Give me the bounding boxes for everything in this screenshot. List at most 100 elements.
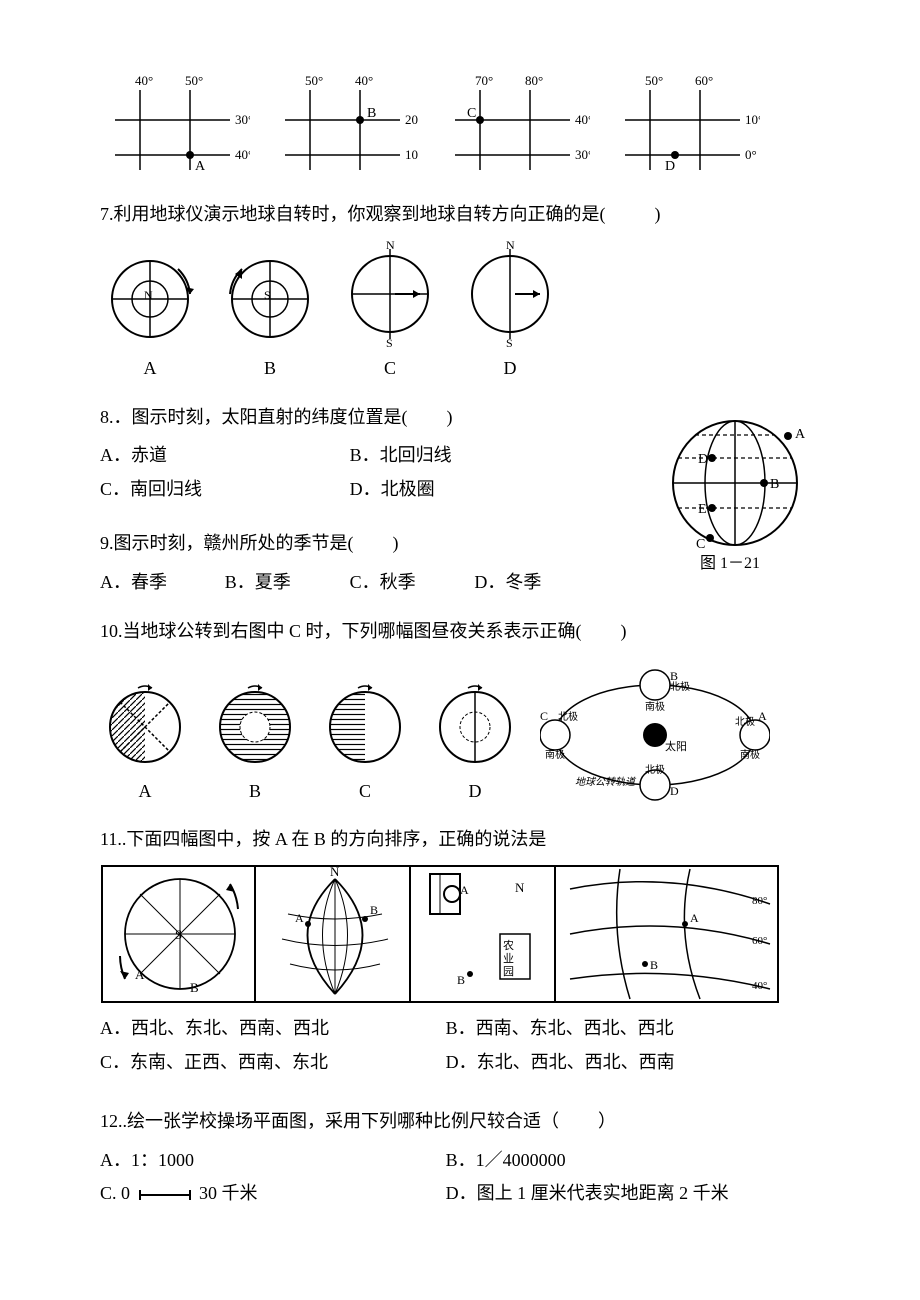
svg-text:40°: 40° xyxy=(355,73,373,88)
svg-text:N: N xyxy=(144,288,153,302)
svg-text:北极: 北极 xyxy=(735,715,755,728)
q11-opt-b: B．西南、东北、西北、西北 xyxy=(446,1014,792,1043)
q7-stem: 7.利用地球仪演示地球自转时，你观察到地球自转方向正确的是( xyxy=(100,204,606,224)
q8-q9-block: 8.．图示时刻，太阳直射的纬度位置是( ) A．赤道 B．北回归线 C．南回归线… xyxy=(100,403,820,617)
q11-opt-a: A．西北、东北、西南、西北 xyxy=(100,1014,446,1043)
svg-text:40°: 40° xyxy=(235,147,250,162)
grid-a: 40° 50° 30° 40° A xyxy=(100,70,250,180)
q12-opt-a: A．1：1000 xyxy=(100,1146,446,1175)
question-11: 11..下面四幅图中，按 A 在 B 的方向排序，正确的说法是 S A B xyxy=(100,825,820,1081)
svg-text:D: D xyxy=(670,784,679,798)
q11-opt-c: C．东南、正西、西南、东北 xyxy=(100,1048,446,1077)
q9-paren: ) xyxy=(393,533,399,553)
q8-stem: 8.．图示时刻，太阳直射的纬度位置是( xyxy=(100,407,408,427)
q10-stem: 10.当地球公转到右图中 C 时，下列哪幅图昼夜关系表示正确( xyxy=(100,621,582,641)
q10-diagrams: A B xyxy=(100,655,820,805)
svg-text:30°: 30° xyxy=(575,147,590,162)
q7-label-c: C xyxy=(340,354,440,383)
svg-text:北极: 北极 xyxy=(645,763,665,776)
svg-text:B: B xyxy=(367,106,376,121)
svg-text:S: S xyxy=(386,336,393,349)
svg-text:40°: 40° xyxy=(575,112,590,127)
q8-opt-d: D．北极圈 xyxy=(350,475,600,504)
fig-1-21-label: 图 1－21 xyxy=(700,555,760,572)
q12-c-prefix: C. 0 xyxy=(100,1183,130,1203)
q7-text: 7.利用地球仪演示地球自转时，你观察到地球自转方向正确的是( ) xyxy=(100,200,820,229)
svg-text:太阳: 太阳 xyxy=(665,740,687,753)
svg-text:A: A xyxy=(295,911,304,925)
svg-text:D: D xyxy=(665,159,675,174)
svg-text:A: A xyxy=(135,967,145,982)
svg-text:B: B xyxy=(190,980,199,995)
svg-text:80°: 80° xyxy=(752,895,767,907)
q7-label-a: A xyxy=(100,354,200,383)
q12-opt-c: C. 0 30 千米 xyxy=(100,1179,446,1208)
q10-label-c: C xyxy=(320,777,410,806)
svg-text:地球公转轨道: 地球公转轨道 xyxy=(575,776,637,788)
q7-diagrams: N A S B xyxy=(100,239,820,383)
svg-text:南极: 南极 xyxy=(645,700,665,713)
grid-d: 50° 60° 10° 0° D xyxy=(610,70,760,180)
svg-text:50°: 50° xyxy=(305,73,323,88)
svg-text:南极: 南极 xyxy=(545,748,565,761)
q12-opt-d: D．图上 1 厘米代表实地距离 2 千米 xyxy=(446,1179,792,1208)
svg-text:C: C xyxy=(467,106,476,121)
question-12: 12..绘一张学校操场平面图，采用下列哪种比例尺较合适（ ） A．1：1000 … xyxy=(100,1107,820,1213)
q11-maps: S A B N A B A xyxy=(100,864,780,1004)
q8-paren: ) xyxy=(447,407,453,427)
svg-text:B: B xyxy=(457,973,465,987)
svg-text:A: A xyxy=(758,709,767,723)
q10-fig-a xyxy=(100,682,190,772)
question-7: 7.利用地球仪演示地球自转时，你观察到地球自转方向正确的是( ) N A xyxy=(100,200,820,383)
q12-c-suffix: 30 千米 xyxy=(199,1183,258,1203)
svg-text:70°: 70° xyxy=(475,73,493,88)
svg-text:D: D xyxy=(698,452,708,467)
svg-text:B: B xyxy=(770,477,779,492)
q9-opt-b: B．夏季 xyxy=(225,568,350,597)
svg-text:80°: 80° xyxy=(525,73,543,88)
svg-text:B: B xyxy=(650,958,658,972)
question-10: 10.当地球公转到右图中 C 时，下列哪幅图昼夜关系表示正确( ) xyxy=(100,617,820,806)
svg-text:农: 农 xyxy=(503,938,514,952)
q9-opt-a: A．春季 xyxy=(100,568,225,597)
svg-text:N: N xyxy=(506,239,515,252)
svg-text:50°: 50° xyxy=(645,73,663,88)
svg-text:A: A xyxy=(690,911,699,925)
svg-text:N: N xyxy=(330,864,340,879)
grid-b: 50° 40° 20 10 B xyxy=(270,70,420,180)
svg-text:30°: 30° xyxy=(235,112,250,127)
q12-stem: 12..绘一张学校操场平面图，采用下列哪种比例尺较合适（ xyxy=(100,1111,559,1131)
svg-text:40°: 40° xyxy=(752,980,767,992)
svg-text:C: C xyxy=(696,537,705,552)
svg-text:S: S xyxy=(264,288,271,302)
svg-text:N: N xyxy=(515,880,525,895)
grid-c: 70° 80° 40° 30° C xyxy=(440,70,590,180)
q7-fig-d: N S xyxy=(460,239,560,349)
q7-label-d: D xyxy=(460,354,560,383)
q11-opt-d: D．东北、西北、西北、西南 xyxy=(446,1048,792,1077)
svg-text:A: A xyxy=(460,883,469,897)
q6-grid-diagrams: 40° 50° 30° 40° A 50° 40° 20 10 B 70° 80… xyxy=(100,70,820,180)
svg-text:E: E xyxy=(698,502,707,517)
q10-label-d: D xyxy=(430,777,520,806)
q7-fig-b: S xyxy=(220,249,320,349)
svg-text:40°: 40° xyxy=(135,73,153,88)
svg-text:N: N xyxy=(386,239,395,252)
svg-text:B: B xyxy=(370,903,378,917)
q7-fig-c: N S xyxy=(340,239,440,349)
svg-text:0°: 0° xyxy=(745,147,757,162)
svg-text:20: 20 xyxy=(405,112,418,127)
q8-opt-c: C．南回归线 xyxy=(100,475,350,504)
svg-text:S: S xyxy=(175,927,182,942)
svg-text:北极: 北极 xyxy=(670,680,690,693)
svg-text:60°: 60° xyxy=(752,935,767,947)
q7-paren: ) xyxy=(655,204,661,224)
svg-text:A: A xyxy=(795,427,806,442)
svg-text:60°: 60° xyxy=(695,73,713,88)
scale-bar-icon xyxy=(135,1187,195,1203)
svg-text:北极: 北极 xyxy=(558,710,578,723)
svg-text:业: 业 xyxy=(503,952,514,965)
svg-text:C: C xyxy=(540,709,548,723)
svg-text:10°: 10° xyxy=(745,112,760,127)
question-8: 8.．图示时刻，太阳直射的纬度位置是( ) A．赤道 B．北回归线 C．南回归线… xyxy=(100,403,620,509)
